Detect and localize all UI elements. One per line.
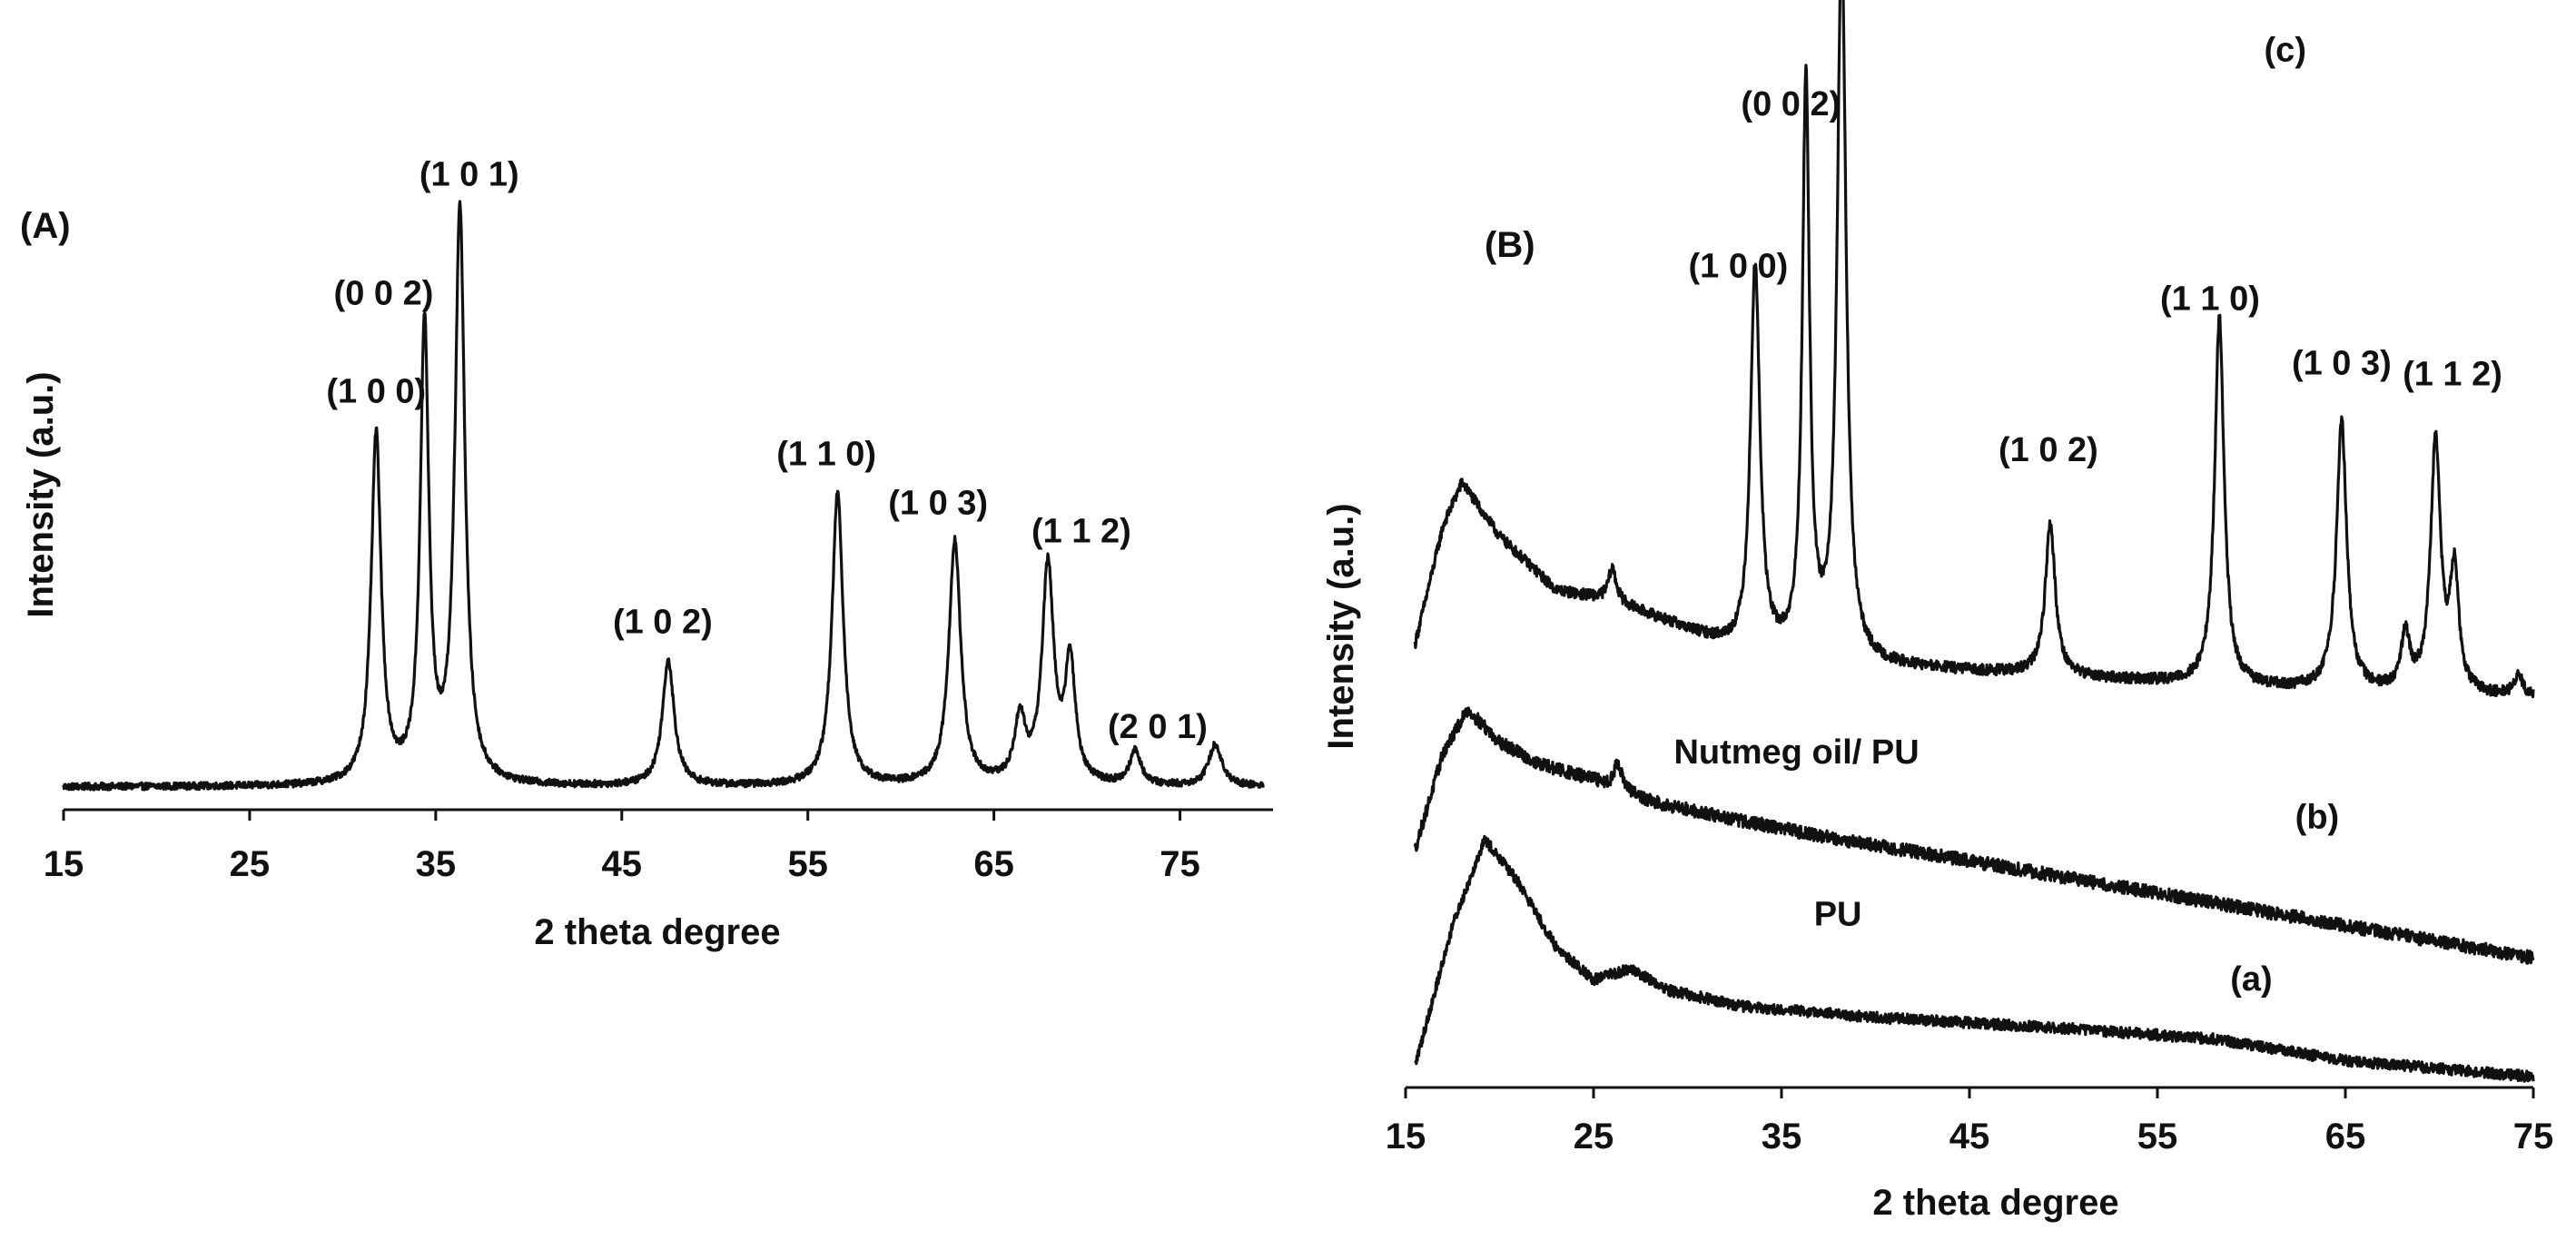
x-tick-label: 75: [1160, 844, 1200, 884]
x-tick-label: 55: [787, 844, 828, 884]
panel-b-label: (B): [1485, 225, 1535, 265]
peak-label: (1 0 0): [1688, 248, 1788, 286]
peak-label: (1 0 3): [2292, 345, 2392, 383]
peak-label: (1 1 0): [2160, 280, 2260, 318]
curve-label: (b): [2295, 799, 2340, 837]
panel-a-label: (A): [20, 206, 71, 246]
peak-label: (1 1 0): [776, 436, 876, 474]
curve-label: (c): [2265, 32, 2306, 70]
panel-b-y-axis-title: Intensity (a.u.): [1321, 503, 1361, 749]
x-tick-label: 35: [1762, 1117, 1802, 1156]
x-tick-label: 35: [416, 844, 457, 884]
panel-a-y-axis-title: Intensity (a.u.): [21, 371, 61, 617]
x-tick-label: 75: [2513, 1117, 2554, 1156]
peak-label: (1 0 2): [1999, 431, 2098, 469]
curve-label: PU: [1814, 896, 1862, 934]
x-tick-label: 65: [973, 844, 1014, 884]
peak-label: (0 0 2): [334, 275, 434, 313]
curve-label: (a): [2230, 960, 2272, 999]
x-tick-label: 45: [1949, 1117, 1990, 1156]
panel-a-xrd-pattern: [62, 200, 1265, 792]
x-tick-label: 15: [1386, 1117, 1426, 1156]
x-tick-label: 25: [230, 844, 271, 884]
peak-label: (1 0 2): [613, 604, 713, 642]
peak-label: (1 1 2): [2403, 356, 2502, 394]
x-tick-label: 45: [602, 844, 643, 884]
x-tick-label: 15: [44, 844, 84, 884]
peak-label: (1 1 2): [1031, 512, 1131, 550]
curve-label: Nutmeg oil/ PU: [1673, 733, 1919, 772]
x-tick-label: 55: [2137, 1117, 2178, 1156]
x-tick-label: 25: [1574, 1117, 1614, 1156]
peak-label: (2 0 1): [1108, 708, 1208, 746]
pattern-c-zno: [1413, 0, 2535, 699]
panel-b-x-axis-title: 2 theta degree: [1872, 1183, 2118, 1223]
peak-label: (1 0 0): [326, 372, 426, 410]
x-tick-label: 65: [2325, 1117, 2366, 1156]
panel-a-x-axis-title: 2 theta degree: [534, 912, 780, 952]
peak-label: (0 0 2): [1741, 85, 1841, 123]
pattern-b-nutmeg-oil-pu: [1413, 706, 2535, 965]
panel-a-chart: (A) Intensity (a.u.) 2 theta degree 15 25…: [20, 156, 1273, 952]
panel-b-chart: (B) Intensity (a.u.) 2 theta degree 15 25…: [1321, 0, 2553, 1223]
peak-label: (1 0 3): [888, 485, 988, 523]
pattern-a-pu: [1414, 834, 2535, 1083]
peak-label: (1 0 1): [419, 156, 519, 194]
